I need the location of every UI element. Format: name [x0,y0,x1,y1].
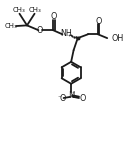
Text: O: O [37,26,43,35]
Text: CH₃: CH₃ [5,23,18,29]
Text: NH: NH [60,29,72,38]
Text: O: O [60,94,66,103]
Text: O: O [51,12,57,21]
Text: ⁻: ⁻ [58,94,62,103]
Text: N: N [68,91,74,100]
Text: ⁺: ⁺ [72,92,75,97]
Text: CH₃: CH₃ [12,7,25,13]
Text: O: O [79,94,86,103]
Text: OH: OH [111,34,124,43]
Text: O: O [95,17,102,26]
Text: CH₃: CH₃ [29,7,42,13]
